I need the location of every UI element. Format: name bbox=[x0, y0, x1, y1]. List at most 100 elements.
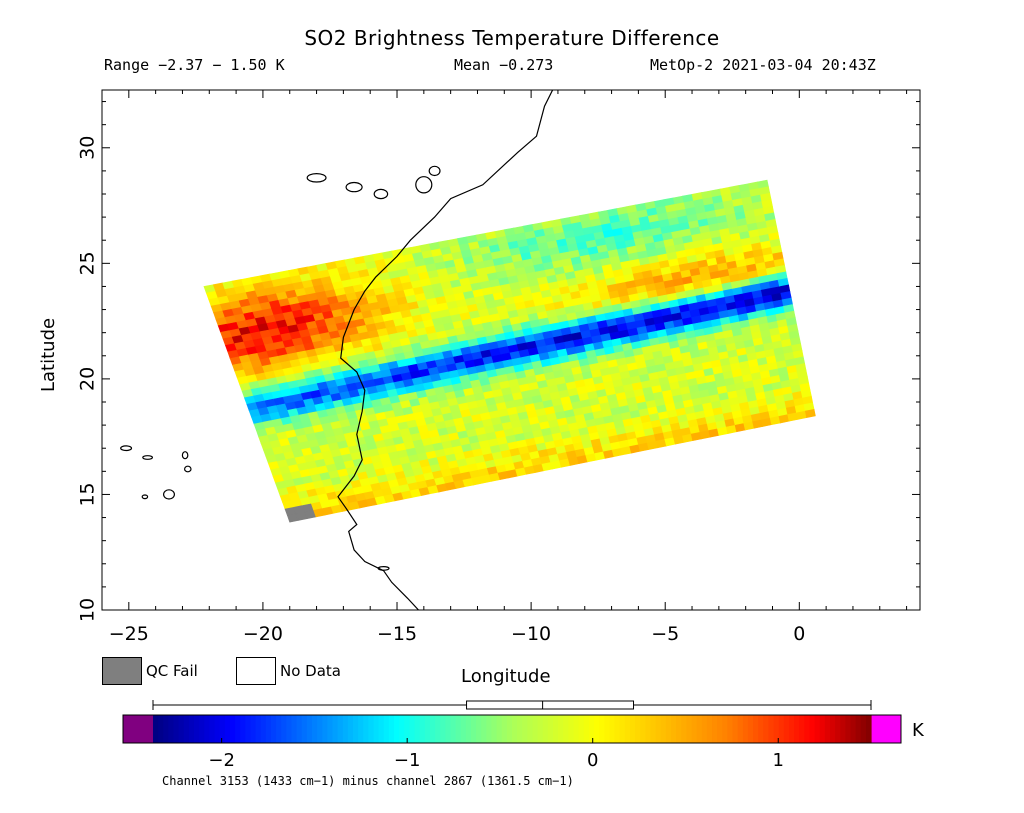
colorbar-step bbox=[737, 715, 744, 743]
y-tick-label: 15 bbox=[77, 482, 99, 506]
colorbar-step bbox=[153, 715, 159, 743]
colorbar-step bbox=[306, 715, 313, 743]
no-data-swatch bbox=[236, 657, 276, 685]
colorbar-step bbox=[476, 715, 482, 743]
colorbar-step bbox=[332, 715, 339, 743]
colorbar-step bbox=[717, 715, 723, 743]
colorbar-step bbox=[214, 715, 221, 743]
colorbar-step bbox=[865, 715, 872, 743]
x-tick-label: −25 bbox=[109, 623, 149, 645]
colorbar-step bbox=[281, 715, 287, 743]
colorbar-step bbox=[260, 715, 267, 743]
colorbar-step bbox=[619, 715, 626, 743]
colorbar-step bbox=[429, 715, 436, 743]
colorbar-step bbox=[455, 715, 462, 743]
colorbar-step bbox=[609, 715, 616, 743]
colorbar-step bbox=[399, 715, 405, 743]
colorbar-step bbox=[291, 715, 298, 743]
colorbar-step bbox=[163, 715, 169, 743]
colorbar-step bbox=[496, 715, 503, 743]
colorbar-step bbox=[691, 715, 698, 743]
boxplot-box bbox=[466, 700, 635, 710]
colorbar-step bbox=[650, 715, 657, 743]
swath-cell bbox=[787, 412, 799, 422]
colorbar-step bbox=[788, 715, 795, 743]
colorbar-step bbox=[670, 715, 677, 743]
swath-cell bbox=[734, 423, 746, 433]
colorbar-step bbox=[368, 715, 375, 743]
colorbar-frame bbox=[122, 714, 902, 744]
colorbar-step bbox=[640, 715, 646, 743]
colorbar-step bbox=[486, 715, 493, 743]
colorbar-step bbox=[322, 715, 328, 743]
colorbar-step bbox=[245, 715, 252, 743]
colorbar-step bbox=[758, 715, 764, 743]
mean-text: Mean −0.273 bbox=[454, 56, 554, 74]
colorbar-step bbox=[753, 715, 759, 743]
colorbar-step bbox=[506, 715, 513, 743]
colorbar-tick-label: −1 bbox=[394, 750, 421, 771]
swath-cell bbox=[682, 433, 694, 443]
island-outline bbox=[141, 494, 149, 500]
colorbar-step bbox=[604, 715, 611, 743]
colorbar-step bbox=[696, 715, 703, 743]
source-text: MetOp-2 2021-03-04 20:43Z bbox=[650, 56, 876, 74]
x-tick-label: 0 bbox=[793, 623, 805, 645]
colorbar-tick-label: 1 bbox=[773, 750, 784, 771]
colorbar-step bbox=[209, 715, 216, 743]
colorbar-step bbox=[706, 715, 713, 743]
colorbar-step bbox=[373, 715, 380, 743]
x-tick-label: −5 bbox=[651, 623, 679, 645]
coastline-africa bbox=[337, 90, 554, 610]
colorbar-step bbox=[465, 715, 472, 743]
colorbar-step bbox=[532, 715, 539, 743]
colorbar-step bbox=[327, 715, 334, 743]
colorbar-step bbox=[224, 715, 231, 743]
colorbar-step bbox=[835, 715, 841, 743]
qc-fail-swatch bbox=[102, 657, 142, 685]
colorbar-step bbox=[804, 715, 811, 743]
y-tick-label: 20 bbox=[77, 367, 99, 391]
colorbar-step bbox=[337, 715, 344, 743]
colorbar-step bbox=[747, 715, 754, 743]
colorbar-step bbox=[394, 715, 400, 743]
colorbar-step bbox=[588, 715, 595, 743]
colorbar-step bbox=[824, 715, 831, 743]
swath-cell bbox=[761, 417, 772, 427]
colorbar: −2 −1 0 1 bbox=[122, 700, 902, 771]
colorbar-step bbox=[409, 715, 416, 743]
colorbar-step bbox=[173, 715, 180, 743]
island-outline bbox=[428, 165, 441, 177]
colorbar-step bbox=[512, 715, 518, 743]
plot-frame bbox=[101, 89, 921, 611]
colorbar-step bbox=[158, 715, 164, 743]
range-text: Range −2.37 − 1.50 K bbox=[104, 56, 285, 74]
colorbar-step bbox=[199, 715, 205, 743]
colorbar-step bbox=[558, 715, 564, 743]
colorbar-step bbox=[727, 715, 734, 743]
colorbar-step bbox=[501, 715, 508, 743]
x-axis-label: Longitude bbox=[461, 666, 551, 687]
colorbar-step bbox=[194, 715, 200, 743]
swath-cell bbox=[804, 408, 816, 418]
colorbar-step bbox=[440, 715, 446, 743]
x-tick-label: −10 bbox=[511, 623, 551, 645]
colorbar-step bbox=[829, 715, 836, 743]
colorbar-step bbox=[286, 715, 293, 743]
colorbar-step bbox=[347, 715, 354, 743]
colorbar-step bbox=[794, 715, 800, 743]
swath-cells bbox=[203, 179, 816, 523]
colorbar-step bbox=[783, 715, 790, 743]
colorbar-step bbox=[614, 715, 621, 743]
island-outline bbox=[306, 173, 327, 183]
colorbar-step bbox=[363, 715, 369, 743]
colorbar-step bbox=[594, 715, 600, 743]
swath-cell bbox=[717, 426, 729, 436]
y-axis-label: Latitude bbox=[38, 317, 59, 392]
colorbar-step bbox=[183, 715, 190, 743]
colorbar-step bbox=[701, 715, 708, 743]
colorbar-step bbox=[860, 715, 867, 743]
y-tick-label: 30 bbox=[77, 136, 99, 160]
colorbar-step bbox=[445, 715, 452, 743]
